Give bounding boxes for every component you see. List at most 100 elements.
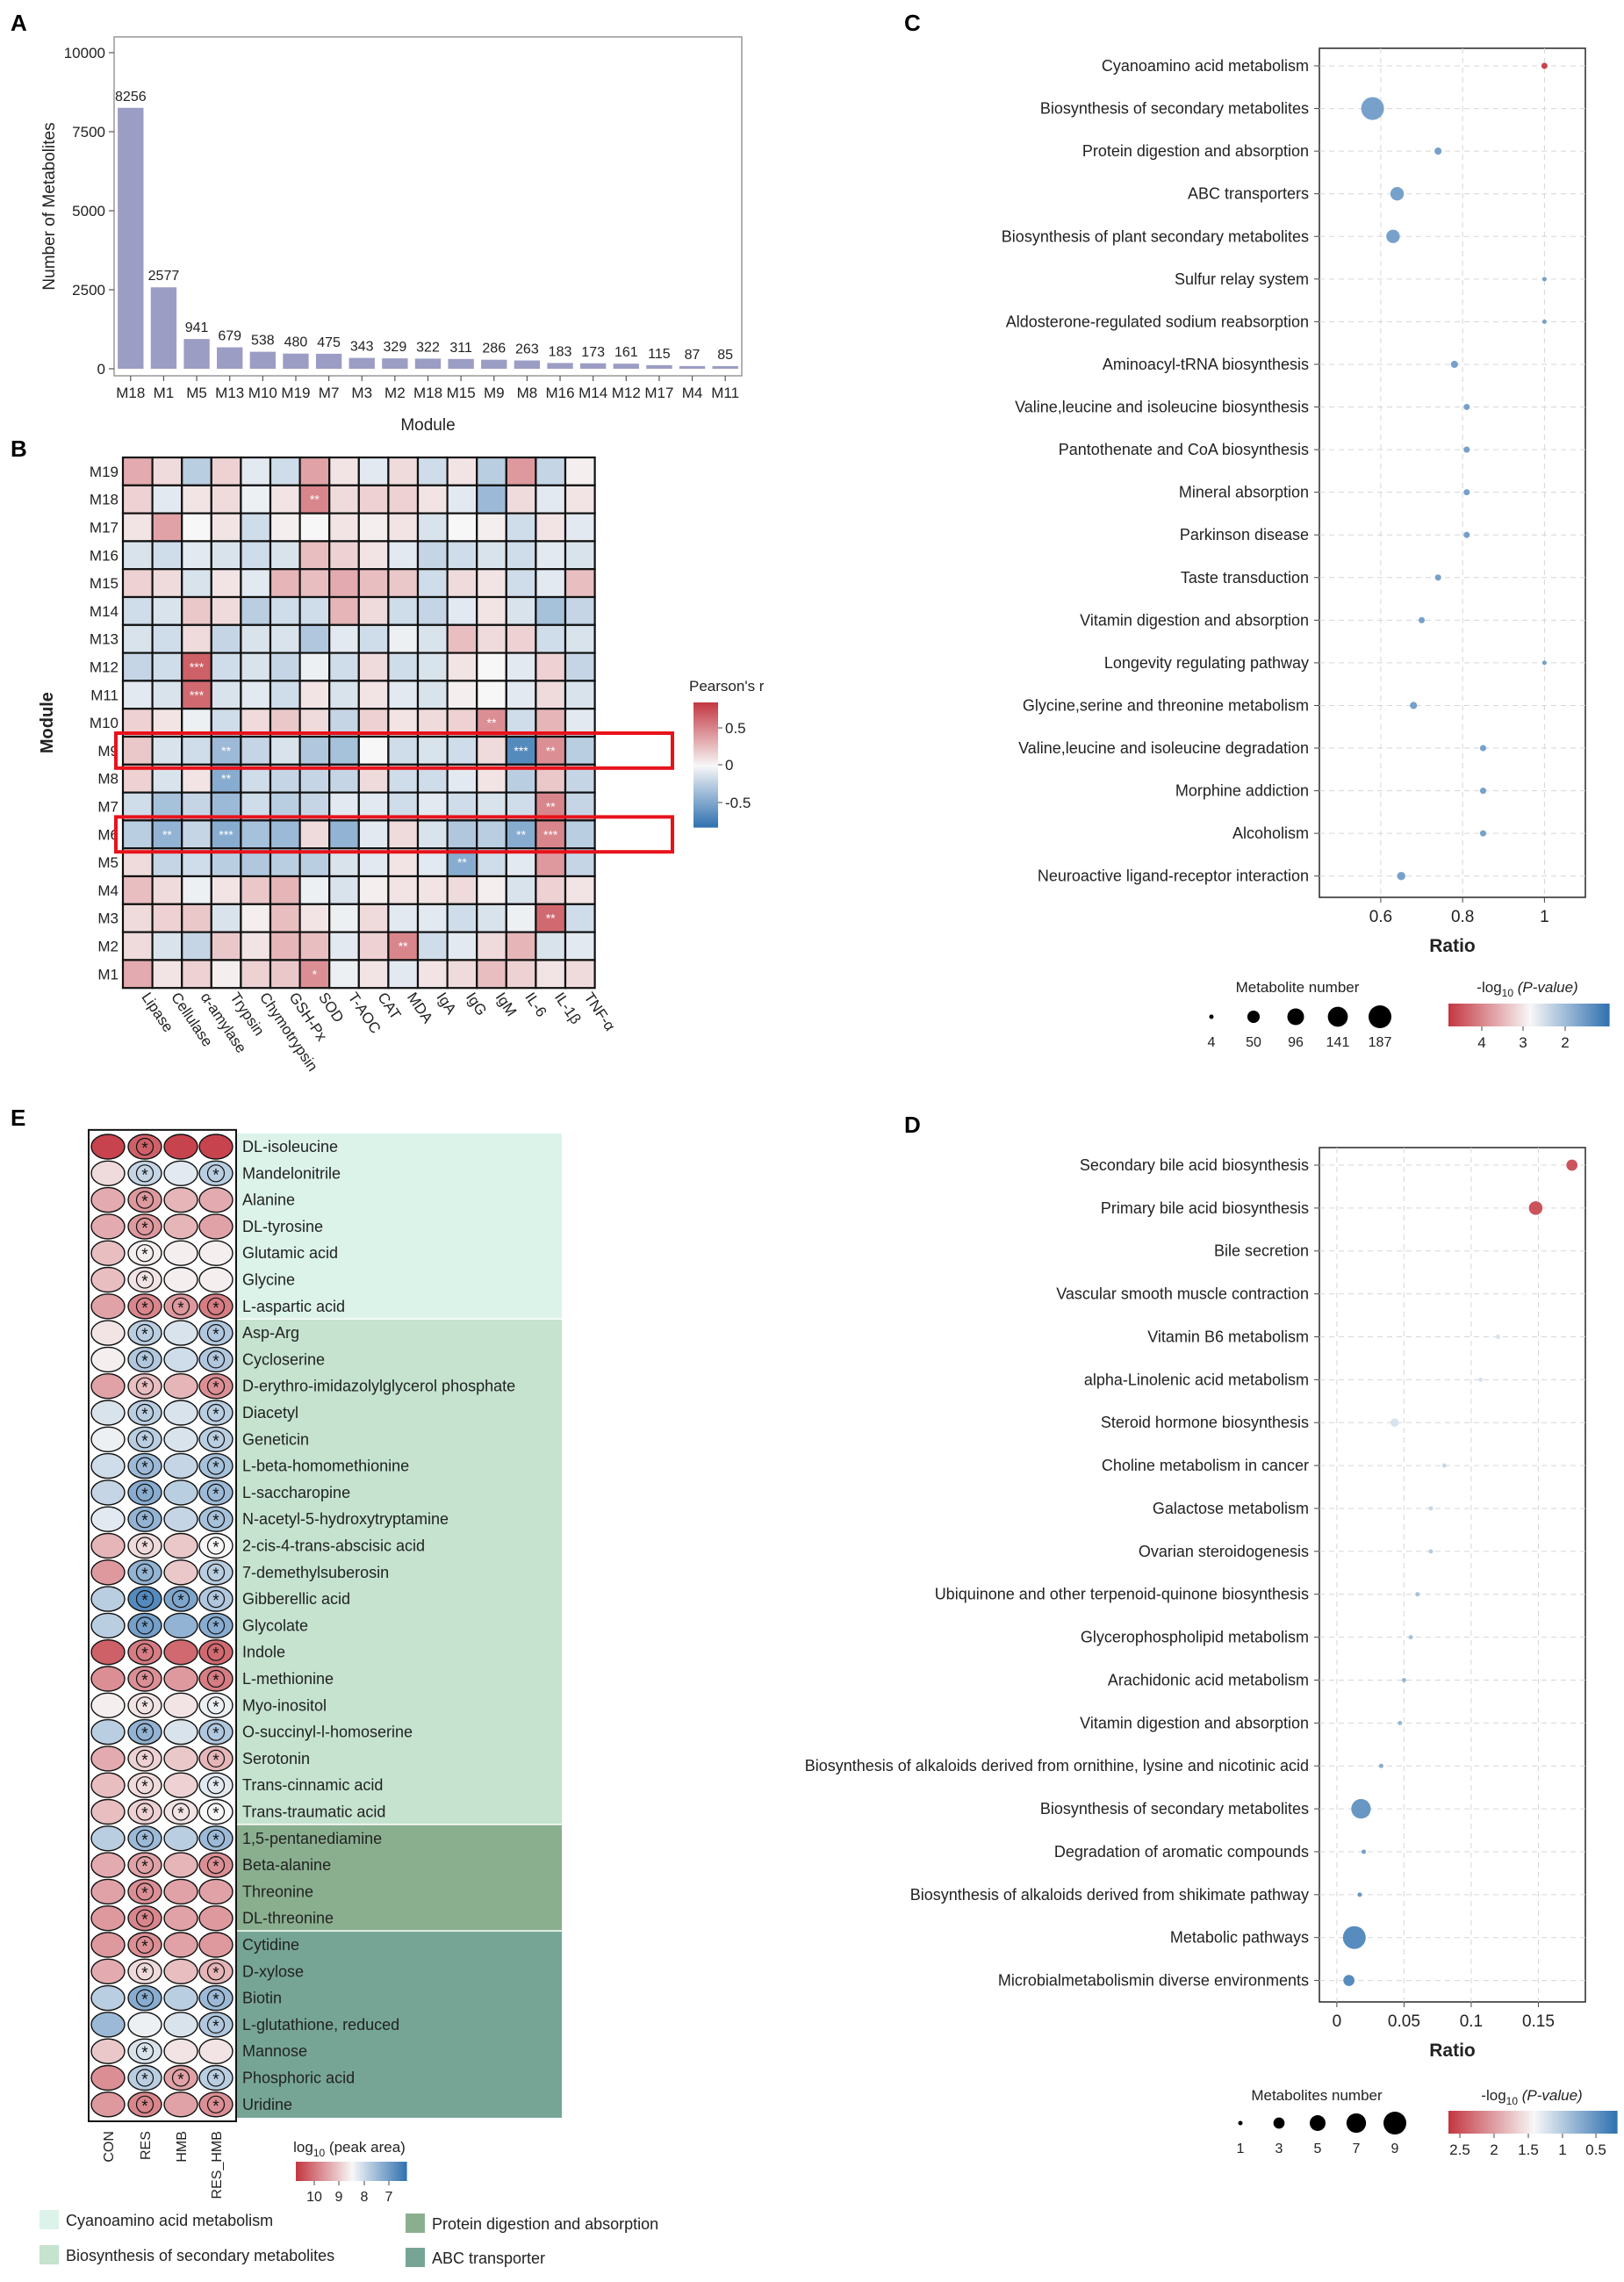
heatmap-cell xyxy=(565,932,595,961)
size-legend-dot xyxy=(1274,2118,1285,2129)
metabolite-cell xyxy=(91,1188,125,1213)
heatmap-cell xyxy=(418,457,448,486)
metabolite-cell xyxy=(164,1374,198,1399)
row-label: M8 xyxy=(97,771,119,788)
significance-star: * xyxy=(212,1352,219,1371)
heatmap-cell xyxy=(448,569,478,597)
significance-star: ** xyxy=(487,716,497,730)
metabolite-cell xyxy=(91,2039,125,2063)
bubble xyxy=(1478,1378,1483,1382)
heatmap-cell xyxy=(388,876,418,904)
heatmap-cell xyxy=(507,457,536,486)
column-label: RES_HMB xyxy=(210,2131,225,2199)
size-legend-label: 187 xyxy=(1369,1035,1392,1050)
heatmap-cell xyxy=(507,653,536,681)
bar-value-label: 475 xyxy=(317,335,341,350)
bubble xyxy=(1523,1292,1527,1296)
row-label: M5 xyxy=(97,854,119,871)
x-axis-label: Module xyxy=(400,416,455,435)
pathway-label: Galactose metabolism xyxy=(1153,1500,1309,1517)
heatmap-cell xyxy=(182,960,212,988)
pathway-label: Ubiquinone and other terpenoid-quinone b… xyxy=(935,1586,1309,1603)
bubble xyxy=(1410,702,1417,709)
panel-e-letter: E xyxy=(11,1105,25,1131)
metabolite-cell xyxy=(91,1933,125,1957)
metabolite-label: Indole xyxy=(242,1644,285,1661)
size-legend-label: 141 xyxy=(1326,1035,1350,1050)
metabolite-cell xyxy=(164,1746,198,1771)
significance-star: * xyxy=(212,1618,219,1637)
x-tick-label: M8 xyxy=(517,385,538,401)
heatmap-cell xyxy=(182,625,212,653)
significance-star: * xyxy=(141,1911,148,1930)
heatmap-cell xyxy=(359,486,389,514)
color-legend-title: -log10 (P-value) xyxy=(1477,979,1577,999)
heatmap-cell xyxy=(359,541,389,569)
heatmap-cell xyxy=(182,541,212,569)
x-tick-label: M13 xyxy=(215,385,244,401)
bar xyxy=(118,108,143,369)
significance-star: * xyxy=(141,1379,148,1398)
heatmap-cell xyxy=(153,514,183,542)
metabolite-cell xyxy=(91,1321,125,1345)
legend-gradient-step xyxy=(693,825,718,828)
bubble xyxy=(1429,1506,1434,1510)
metabolite-cell xyxy=(164,1853,198,1877)
heatmap-cell xyxy=(241,597,270,625)
metabolite-label: Threonine xyxy=(242,1882,313,1900)
heatmap-cell xyxy=(359,680,389,709)
heatmap-cell xyxy=(448,597,478,625)
legend-tick-label: 8 xyxy=(361,2190,369,2205)
metabolite-cell xyxy=(164,1667,198,1691)
heatmap-cell xyxy=(182,932,212,961)
significance-star: ** xyxy=(221,772,231,786)
significance-star: * xyxy=(141,1778,148,1796)
pathway-label: Valine,leucine and isoleucine degradatio… xyxy=(1018,739,1309,757)
heatmap-cell xyxy=(418,904,448,932)
significance-star: * xyxy=(141,1698,148,1717)
panel-c: C 0.6 0.8 1Cyanoamino acid metabolismBiosy… xyxy=(904,10,1610,1051)
heatmap-cell xyxy=(123,486,153,514)
bubble xyxy=(1529,1201,1543,1215)
significance-star: ** xyxy=(457,855,467,869)
metabolite-label: L-beta-homomethionine xyxy=(242,1458,409,1475)
heatmap-cell xyxy=(300,541,330,569)
heatmap-cell xyxy=(212,625,241,653)
metabolite-cell xyxy=(164,1480,198,1505)
bar-value-label: 8256 xyxy=(115,90,147,104)
metabolite-cell xyxy=(91,2012,125,2037)
metabolite-label: D-xylose xyxy=(242,1962,304,1980)
heatmap-cell xyxy=(241,625,270,653)
x-tick-label: M16 xyxy=(545,385,574,401)
bubble xyxy=(1419,617,1425,623)
metabolite-cell xyxy=(164,1400,198,1425)
pathway-label: Primary bile acid biosynthesis xyxy=(1101,1199,1309,1217)
pathway-label: Arachidonic acid metabolism xyxy=(1108,1671,1309,1688)
heatmap-cell xyxy=(153,597,183,625)
metabolite-cell xyxy=(91,1454,125,1479)
heatmap-cell xyxy=(300,737,330,765)
significance-star: * xyxy=(141,2044,148,2062)
x-axis-label: Ratio xyxy=(1429,2041,1476,2061)
significance-star: * xyxy=(141,1486,148,1504)
metabolite-cell xyxy=(164,1693,198,1717)
heatmap-cell xyxy=(241,960,270,988)
metabolite-cell xyxy=(199,1241,233,1265)
metabolite-cell xyxy=(91,2092,125,2117)
size-legend-label: 7 xyxy=(1353,2142,1361,2156)
color-legend-title-tail: (P-value) xyxy=(1518,2087,1583,2104)
heatmap-cell xyxy=(212,680,241,709)
color-legend-tick-label: 0.5 xyxy=(1585,2142,1606,2158)
metabolite-label: Alanine xyxy=(242,1191,295,1209)
size-legend-label: 9 xyxy=(1391,2142,1399,2156)
bubble xyxy=(1463,532,1470,538)
heatmap-cell xyxy=(300,653,330,681)
metabolite-cell xyxy=(164,1560,198,1585)
metabolite-cell xyxy=(91,1294,125,1319)
metabolite-label: 1,5-pentanediamine xyxy=(242,1830,382,1847)
heatmap-cell xyxy=(535,514,565,542)
metabolite-cell xyxy=(91,1427,125,1451)
metabolite-label: DL-threonine xyxy=(242,1910,334,1927)
bubble xyxy=(1351,1799,1370,1818)
pathway-label: Mineral absorption xyxy=(1179,484,1309,501)
